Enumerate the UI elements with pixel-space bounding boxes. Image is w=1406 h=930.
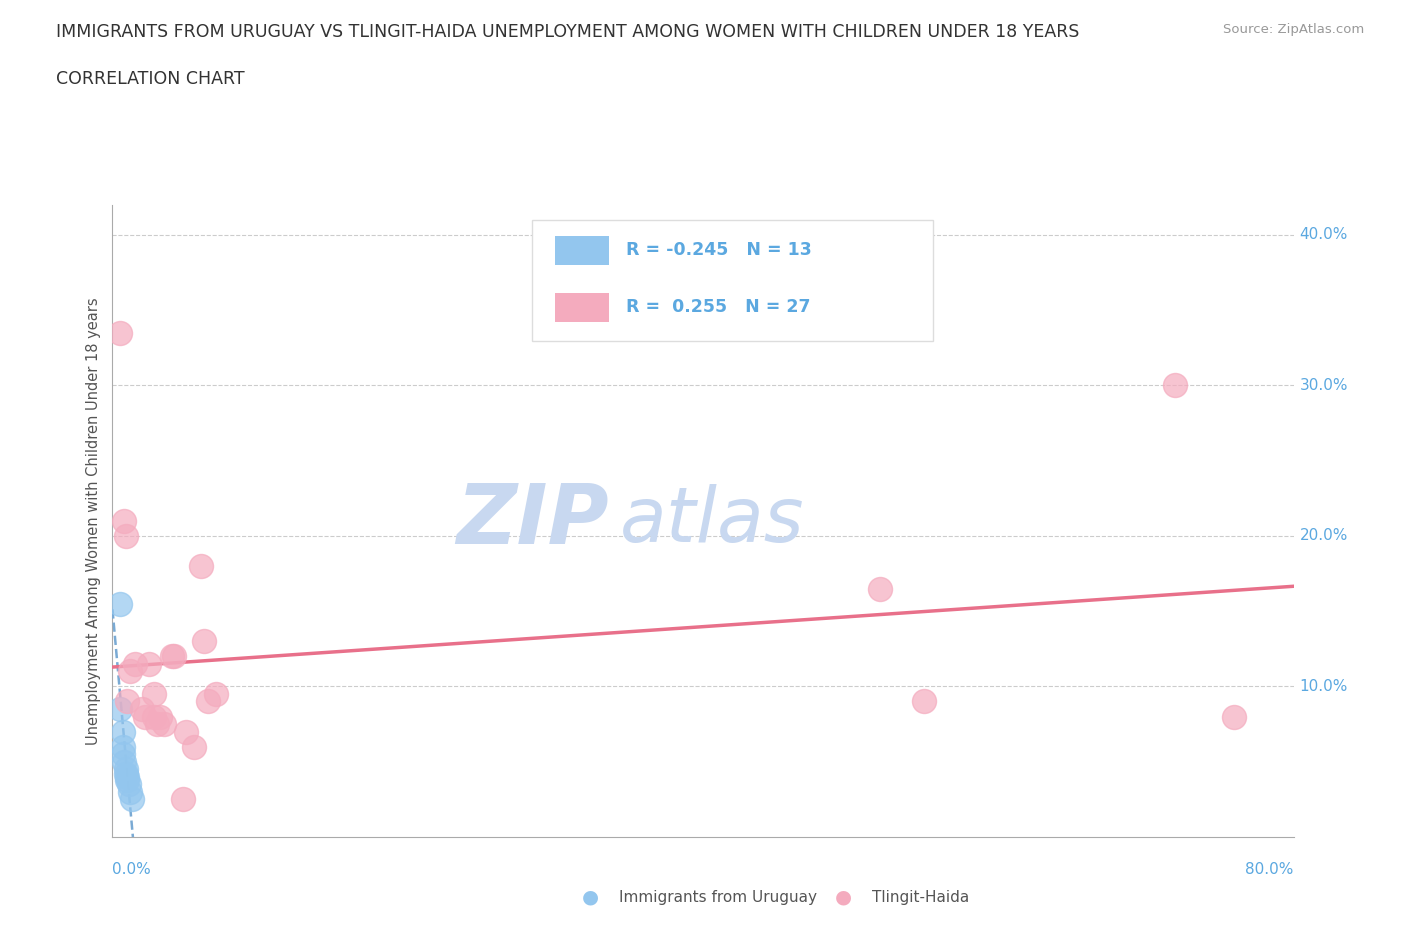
Text: CORRELATION CHART: CORRELATION CHART	[56, 70, 245, 87]
Text: R = -0.245   N = 13: R = -0.245 N = 13	[626, 241, 813, 259]
Point	[117, 769, 138, 784]
Point	[1223, 709, 1246, 724]
Point	[124, 657, 146, 671]
Point	[112, 513, 135, 528]
Point	[120, 784, 142, 799]
Point	[131, 701, 153, 716]
Point	[108, 326, 131, 340]
Point	[914, 694, 936, 709]
Point	[114, 766, 136, 781]
Point	[134, 709, 156, 724]
Point	[142, 686, 165, 701]
Point	[197, 694, 219, 709]
Point	[153, 717, 176, 732]
Point	[108, 701, 131, 716]
Point	[117, 772, 138, 787]
Point	[138, 657, 160, 671]
Point	[114, 762, 136, 777]
Point	[193, 634, 215, 649]
Text: Immigrants from Uruguay: Immigrants from Uruguay	[619, 890, 817, 905]
Point	[146, 717, 169, 732]
Point	[183, 739, 205, 754]
Point	[163, 649, 186, 664]
Text: 0.0%: 0.0%	[112, 862, 152, 877]
Text: 10.0%: 10.0%	[1299, 679, 1348, 694]
Text: Source: ZipAtlas.com: Source: ZipAtlas.com	[1223, 23, 1364, 36]
FancyBboxPatch shape	[555, 236, 609, 265]
Point	[112, 754, 135, 769]
Point	[108, 596, 131, 611]
Point	[114, 528, 136, 543]
Point	[149, 709, 172, 724]
Point	[190, 559, 212, 574]
Y-axis label: Unemployment Among Women with Children Under 18 years: Unemployment Among Women with Children U…	[86, 297, 101, 745]
Text: R =  0.255   N = 27: R = 0.255 N = 27	[626, 298, 811, 316]
Text: ●: ●	[835, 888, 852, 907]
Text: 80.0%: 80.0%	[1246, 862, 1294, 877]
Text: ●: ●	[582, 888, 599, 907]
Text: 40.0%: 40.0%	[1299, 227, 1348, 242]
Point	[118, 777, 141, 791]
FancyBboxPatch shape	[555, 293, 609, 322]
Point	[111, 739, 134, 754]
Point	[174, 724, 197, 739]
Point	[142, 709, 165, 724]
Text: 30.0%: 30.0%	[1299, 378, 1348, 392]
Point	[869, 581, 891, 596]
Text: 20.0%: 20.0%	[1299, 528, 1348, 543]
Text: Tlingit-Haida: Tlingit-Haida	[872, 890, 969, 905]
Point	[111, 747, 134, 762]
Point	[111, 724, 134, 739]
Point	[1164, 378, 1187, 392]
Text: IMMIGRANTS FROM URUGUAY VS TLINGIT-HAIDA UNEMPLOYMENT AMONG WOMEN WITH CHILDREN : IMMIGRANTS FROM URUGUAY VS TLINGIT-HAIDA…	[56, 23, 1080, 41]
Point	[205, 686, 228, 701]
Point	[121, 792, 143, 807]
Point	[172, 792, 194, 807]
Point	[160, 649, 183, 664]
Text: atlas: atlas	[620, 484, 804, 558]
Text: ZIP: ZIP	[456, 480, 609, 562]
FancyBboxPatch shape	[531, 220, 934, 340]
Point	[120, 664, 142, 679]
Point	[117, 694, 138, 709]
